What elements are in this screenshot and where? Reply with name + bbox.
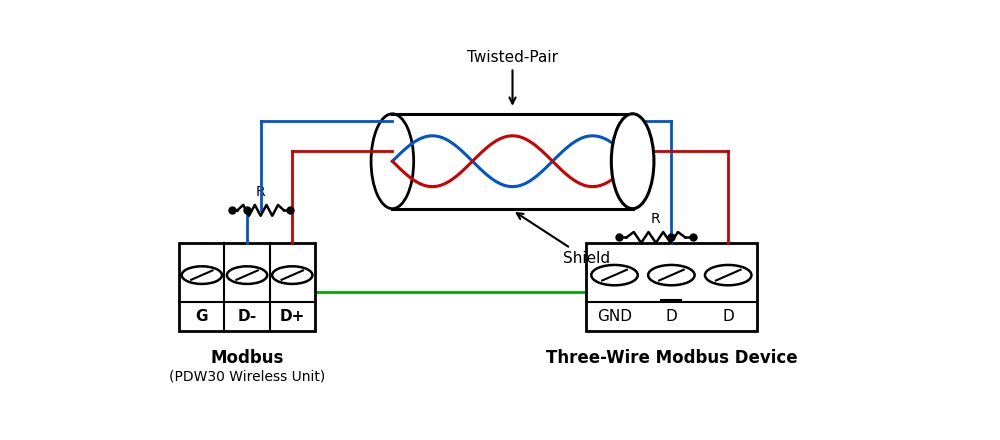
Bar bbox=[586, 242, 757, 330]
Ellipse shape bbox=[371, 114, 414, 209]
Ellipse shape bbox=[611, 114, 654, 209]
Text: (PDW30 Wireless Unit): (PDW30 Wireless Unit) bbox=[169, 370, 325, 384]
Text: Three-Wire Modbus Device: Three-Wire Modbus Device bbox=[546, 349, 797, 367]
Text: R: R bbox=[651, 212, 661, 226]
Text: Shield: Shield bbox=[517, 213, 610, 266]
Text: Twisted-Pair: Twisted-Pair bbox=[467, 50, 558, 103]
Text: D: D bbox=[666, 309, 677, 324]
Bar bbox=[179, 242, 315, 330]
Text: GND: GND bbox=[597, 309, 632, 324]
Text: R: R bbox=[256, 185, 265, 199]
Text: D+: D+ bbox=[280, 309, 305, 324]
Circle shape bbox=[272, 266, 312, 284]
Text: D-: D- bbox=[237, 309, 257, 324]
Text: D: D bbox=[722, 309, 734, 324]
Circle shape bbox=[227, 266, 267, 284]
Text: G: G bbox=[196, 309, 208, 324]
Circle shape bbox=[591, 265, 638, 285]
Circle shape bbox=[705, 265, 751, 285]
Circle shape bbox=[182, 266, 222, 284]
Circle shape bbox=[648, 265, 695, 285]
Text: Modbus: Modbus bbox=[210, 349, 284, 367]
